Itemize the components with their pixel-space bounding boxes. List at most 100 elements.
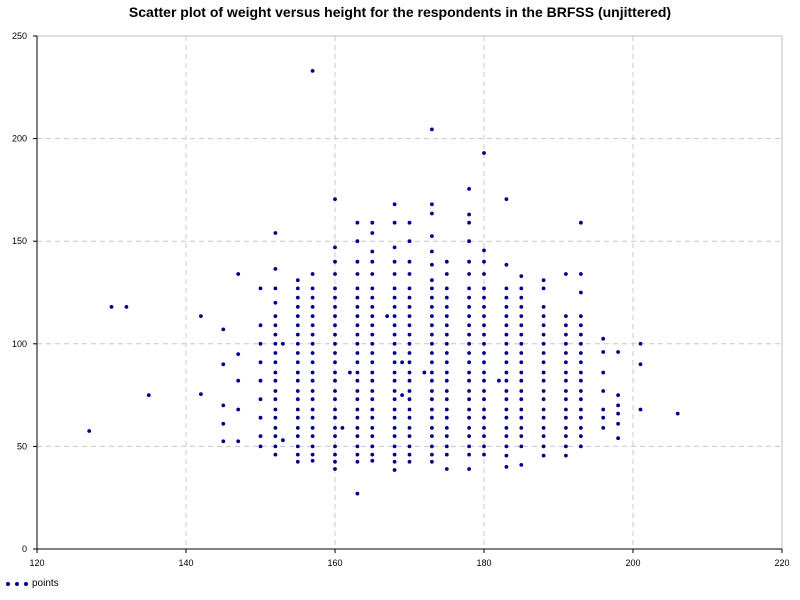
legend: points — [6, 578, 59, 589]
data-point — [310, 415, 315, 420]
y-axis-ticks: 0 50 100 150 200 250 — [12, 31, 37, 554]
data-point — [333, 459, 337, 464]
y-tick-label: 0 — [22, 544, 27, 554]
data-point — [467, 444, 471, 449]
data-point — [467, 370, 471, 375]
data-point — [295, 370, 300, 375]
data-point — [370, 286, 375, 291]
data-point — [392, 434, 397, 438]
points-layer — [87, 69, 680, 496]
data-point — [430, 234, 434, 239]
data-point — [444, 378, 449, 383]
data-point — [430, 459, 434, 464]
data-point — [310, 69, 315, 73]
data-point — [392, 426, 397, 430]
data-point — [407, 272, 412, 276]
data-point — [444, 467, 449, 471]
data-point — [392, 272, 397, 276]
data-point — [541, 453, 546, 458]
data-point — [504, 332, 509, 337]
data-point — [444, 314, 449, 318]
data-point — [467, 407, 471, 412]
data-point — [407, 426, 412, 430]
data-point — [616, 393, 620, 397]
x-tick-label: 140 — [178, 558, 193, 568]
data-point — [430, 341, 434, 346]
data-point — [333, 259, 337, 264]
data-point — [467, 286, 471, 291]
data-point — [392, 459, 397, 464]
data-point — [504, 444, 509, 449]
data-point — [482, 351, 486, 355]
data-point — [675, 411, 680, 416]
data-point — [310, 286, 315, 291]
data-point — [355, 259, 360, 264]
data-point — [541, 305, 546, 309]
data-point — [392, 452, 397, 457]
data-point — [519, 360, 524, 365]
data-point — [601, 415, 606, 420]
data-point — [601, 370, 606, 375]
data-point — [348, 370, 352, 375]
data-point — [295, 341, 300, 346]
data-point — [430, 249, 434, 254]
data-point — [564, 351, 568, 355]
data-point — [392, 259, 397, 264]
data-point — [564, 444, 568, 449]
data-point — [333, 452, 337, 457]
data-point — [400, 360, 404, 365]
data-point — [295, 286, 300, 291]
data-point — [430, 127, 434, 132]
data-point — [579, 351, 583, 355]
data-point — [564, 415, 568, 420]
data-point — [370, 305, 375, 309]
data-point — [236, 272, 241, 276]
data-point — [295, 426, 300, 430]
data-point — [199, 392, 203, 396]
data-point — [519, 389, 524, 393]
data-point — [482, 323, 486, 328]
data-point — [504, 434, 509, 438]
data-point — [519, 397, 524, 402]
data-point — [407, 434, 412, 438]
data-point — [616, 403, 620, 408]
data-point — [273, 452, 278, 457]
data-point — [370, 231, 375, 235]
data-point — [310, 370, 315, 375]
data-point — [467, 332, 471, 337]
data-point — [281, 438, 285, 443]
data-point — [370, 370, 375, 375]
data-point — [355, 415, 360, 420]
data-point — [482, 305, 486, 309]
data-point — [370, 323, 375, 328]
data-point — [504, 262, 509, 267]
data-point — [467, 323, 471, 328]
data-point — [407, 323, 412, 328]
data-point — [482, 444, 486, 449]
data-point — [430, 426, 434, 430]
data-point — [370, 452, 375, 457]
data-point — [482, 407, 486, 412]
data-point — [355, 360, 360, 365]
data-point — [564, 370, 568, 375]
data-point — [392, 444, 397, 449]
data-point — [333, 332, 337, 337]
data-point — [392, 415, 397, 420]
data-point — [504, 351, 509, 355]
data-point — [310, 434, 315, 438]
data-point — [430, 314, 434, 318]
data-point — [467, 212, 471, 217]
data-point — [333, 415, 337, 420]
data-point — [310, 332, 315, 337]
data-point — [579, 378, 583, 383]
data-point — [467, 426, 471, 430]
data-point — [407, 407, 412, 412]
data-point — [430, 351, 434, 355]
data-point — [564, 397, 568, 402]
data-point — [541, 407, 546, 412]
data-point — [109, 305, 114, 309]
data-point — [370, 314, 375, 318]
plot-frame — [36, 35, 783, 550]
data-point — [430, 262, 434, 267]
